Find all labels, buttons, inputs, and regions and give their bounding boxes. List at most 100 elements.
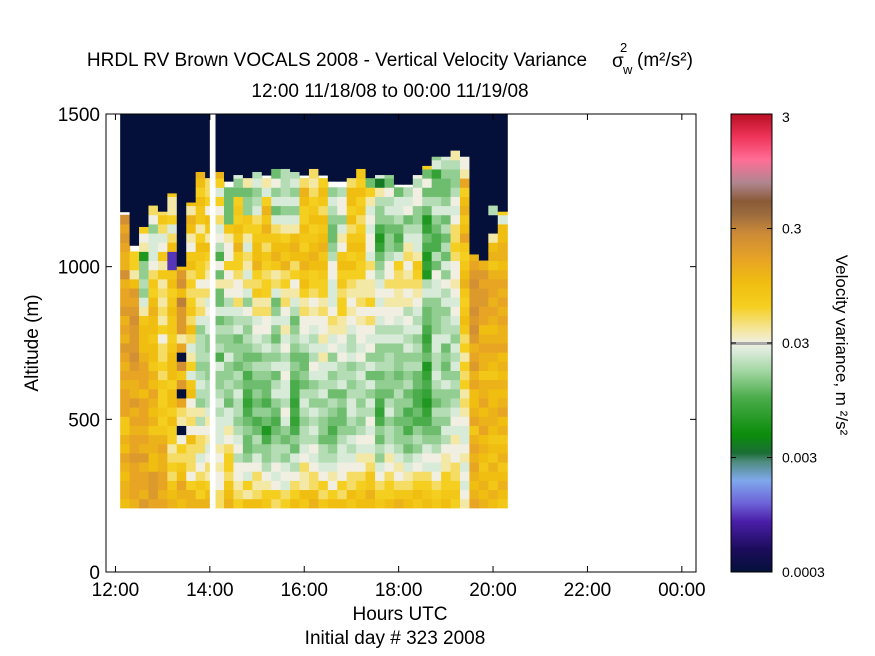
heatmap-cell	[129, 434, 140, 445]
heatmap-cell	[337, 434, 348, 445]
heatmap-cell	[337, 205, 348, 216]
heatmap-cell	[393, 214, 404, 225]
heatmap-cell	[356, 233, 367, 243]
x-axis-sublabel: Initial day # 323 2008	[305, 628, 486, 649]
heatmap-cell	[167, 416, 178, 426]
heatmap-cell	[365, 361, 376, 371]
heatmap-cell	[412, 233, 423, 243]
heatmap-cell	[214, 214, 225, 225]
heatmap-cell	[308, 278, 319, 289]
heatmap-cell	[422, 178, 433, 188]
heatmap-cell	[327, 278, 338, 289]
colorbar-tick-label: 0.0003	[782, 564, 825, 580]
heatmap-cell	[139, 370, 150, 381]
heatmap-cell	[308, 388, 319, 399]
heatmap-cell	[157, 480, 168, 491]
heatmap-cell	[422, 388, 433, 399]
heatmap-cell	[214, 425, 225, 436]
heatmap-cell	[393, 269, 404, 280]
heatmap-cell	[224, 480, 235, 491]
heatmap-cell	[356, 352, 367, 362]
heatmap-cell	[186, 370, 197, 381]
heatmap-cell	[497, 462, 508, 472]
heatmap-cell	[356, 416, 367, 426]
heatmap-cell	[403, 278, 414, 289]
heatmap-cell	[327, 205, 338, 216]
heatmap-cell	[460, 324, 471, 335]
heatmap-cell	[346, 379, 357, 390]
heatmap-cell	[497, 480, 508, 491]
heatmap-cell	[375, 333, 386, 344]
heatmap-cell	[308, 168, 319, 179]
heatmap-cell	[346, 471, 357, 481]
heatmap-cell	[167, 352, 178, 362]
heatmap-cell	[224, 434, 235, 445]
heatmap-cell	[488, 333, 499, 344]
heatmap-cell	[195, 379, 206, 390]
heatmap-cell	[308, 462, 319, 472]
heatmap-cell	[422, 333, 433, 344]
heatmap-cell	[261, 306, 272, 317]
heatmap-cell	[139, 425, 150, 436]
heatmap-cell	[365, 462, 376, 472]
heatmap-cell	[120, 260, 131, 271]
heatmap-cell	[403, 388, 414, 399]
heatmap-cell	[365, 196, 376, 207]
y-tick-label: 1000	[58, 258, 100, 279]
heatmap-cell	[318, 352, 329, 362]
heatmap-cell	[242, 462, 253, 472]
heatmap-cell	[139, 452, 150, 463]
heatmap-cell	[195, 370, 206, 381]
heatmap-cell	[318, 214, 329, 225]
heatmap-cell	[176, 278, 187, 289]
heatmap-cell	[318, 498, 329, 509]
heatmap-cell	[441, 443, 452, 454]
heatmap-cell	[167, 242, 178, 252]
heatmap-cell	[337, 187, 348, 197]
heatmap-cell	[403, 361, 414, 371]
heatmap-cell	[337, 498, 348, 509]
heatmap-cell	[242, 370, 253, 381]
heatmap-cell	[308, 196, 319, 207]
heatmap-cell	[460, 269, 471, 280]
heatmap-cell	[356, 425, 367, 436]
heatmap-cell	[176, 462, 187, 472]
heatmap-cell	[384, 223, 395, 234]
heatmap-cell	[337, 251, 348, 262]
heatmap-cell	[271, 288, 282, 298]
heatmap-cell	[233, 187, 244, 197]
heatmap-cell	[327, 269, 338, 280]
heatmap-cell	[290, 178, 301, 188]
heatmap-cell	[327, 452, 338, 463]
heatmap-cell	[403, 407, 414, 417]
heatmap-cell	[318, 324, 329, 335]
heatmap-cell	[337, 443, 348, 454]
heatmap-cell	[290, 205, 301, 216]
heatmap-cell	[346, 352, 357, 362]
heatmap-cell	[450, 315, 461, 326]
heatmap-cell	[157, 315, 168, 326]
heatmap-cell	[308, 416, 319, 426]
heatmap-cell	[412, 288, 423, 298]
heatmap-cell	[139, 233, 150, 243]
heatmap-cell	[290, 306, 301, 317]
heatmap-cell	[365, 343, 376, 353]
heatmap-cell	[290, 269, 301, 280]
heatmap-cell	[308, 324, 319, 335]
heatmap-cell	[422, 498, 433, 509]
heatmap-cell	[167, 480, 178, 491]
heatmap-cell	[167, 315, 178, 326]
heatmap-cell	[271, 443, 282, 454]
heatmap-cell	[327, 187, 338, 197]
heatmap-cell	[403, 489, 414, 500]
heatmap-cell	[412, 462, 423, 472]
heatmap-cell	[242, 443, 253, 454]
heatmap-cell	[460, 425, 471, 436]
heatmap-cell	[195, 352, 206, 362]
heatmap-cell	[460, 315, 471, 326]
heatmap-cell	[129, 452, 140, 463]
heatmap-cell	[261, 288, 272, 298]
heatmap-cell	[252, 452, 263, 463]
heatmap-cell	[290, 471, 301, 481]
heatmap-cell	[120, 223, 131, 234]
